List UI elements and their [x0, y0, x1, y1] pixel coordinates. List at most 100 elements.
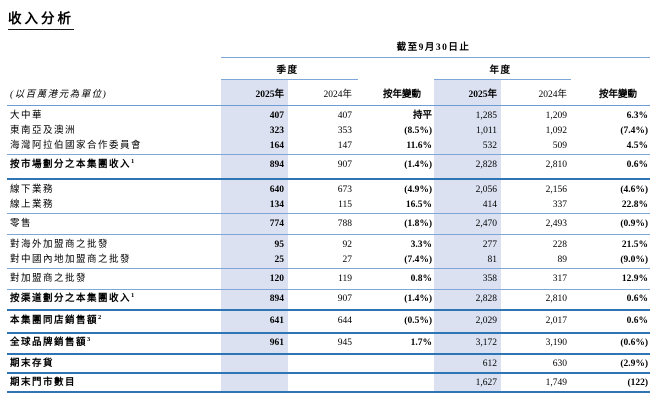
cell-year-2024: 2,493: [501, 213, 571, 235]
cell-quarter-2024: 92: [342, 240, 353, 251]
cell-year-2024: 630: [501, 354, 571, 374]
cell-year-2025: 2,828: [434, 289, 501, 311]
spacer-cell: [571, 57, 650, 79]
row-label: 全球品牌銷售額3: [7, 333, 221, 355]
cell-quarter-yoy: 16.5%: [358, 198, 434, 214]
cell-year-2025: 1,627: [434, 373, 501, 393]
cell-quarter-2025: 323: [221, 124, 288, 139]
table-row: 全球品牌銷售額3 961 945 1.7% 3,172 3,190 (0.6%): [7, 333, 650, 355]
table-row: 對加盟商之批發 120 119 0.8% 358 317 12.9%: [7, 268, 650, 290]
spacer-cell: [7, 57, 221, 79]
row-label-text: 對海外加盟商之批發: [10, 240, 110, 251]
cell-year-2025: 2,029: [434, 310, 501, 334]
row-label-text: 期末存貨: [10, 359, 55, 370]
cell-quarter-2024: 147: [288, 139, 358, 155]
row-label-text: 東南亞及澳洲: [10, 126, 77, 137]
period-header: 截至9月30日止: [221, 30, 650, 58]
cell-year-yoy: 21.5%: [621, 240, 649, 251]
row-label: 對加盟商之批發: [7, 268, 221, 290]
cell-year-yoy: (0.9%): [571, 213, 650, 235]
page-title: 收入分析: [8, 7, 74, 30]
col-header-quarter-2024: 2024年: [288, 79, 358, 106]
cell-quarter-2024: 119: [288, 268, 358, 290]
cell-year-yoy: (4.6%): [620, 185, 649, 196]
col-header-year-2025: 2025年: [434, 79, 501, 106]
row-label-text: 線上業務: [10, 199, 55, 210]
cell-quarter-yoy: (0.5%): [358, 310, 434, 334]
row-label: 對海外加盟商之批發: [7, 234, 221, 253]
row-label: 本集團同店銷售額2: [7, 310, 221, 334]
cell-quarter-yoy: 11.6%: [358, 139, 434, 155]
cell-quarter-2024: [288, 373, 358, 393]
cell-quarter-2025: 25: [221, 253, 288, 269]
revenue-analysis-table: 截至9月30日止 季度 年度 (以百萬港元為單位) 2025年 2024年 按年…: [7, 30, 650, 393]
cell-quarter-2024: 353: [337, 126, 352, 137]
spacer-cell: [358, 57, 434, 79]
row-label-text: 線下業務: [10, 185, 55, 196]
cell-year-2025: 532: [434, 139, 501, 155]
cell-year-2025: 1,011: [434, 124, 501, 139]
cell-quarter-yoy: 持平: [412, 111, 432, 122]
cell-year-2024: 2,156: [545, 185, 567, 196]
cell-quarter-yoy: 3.3%: [410, 240, 432, 251]
table-row: 期末存貨 612 630 (2.9%): [7, 354, 650, 374]
table-row: 本集團同店銷售額2 641 644 (0.5%) 2,029 2,017 0.6%: [7, 310, 650, 334]
cell-year-yoy: 12.9%: [571, 268, 650, 290]
cell-year-2024: 2,017: [501, 310, 571, 334]
row-label-text: 海灣阿拉伯國家合作委員會: [10, 140, 143, 151]
cell-year-2024: 509: [501, 139, 571, 155]
row-label: 線下業務: [7, 179, 221, 198]
cell-quarter-2025: 894: [221, 154, 288, 180]
cell-year-2024: 3,190: [501, 333, 571, 355]
cell-quarter-yoy: (8.5%): [404, 126, 432, 137]
cell-quarter-2025: 164: [221, 139, 288, 155]
cell-year-yoy: (2.9%): [571, 354, 650, 374]
row-label-text: 零售: [10, 218, 33, 229]
cell-year-2025: 2,056: [434, 179, 501, 198]
cell-quarter-2024: 907: [288, 154, 358, 180]
cell-quarter-2025: 640: [221, 179, 288, 198]
cell-year-2025: 2,470: [434, 213, 501, 235]
cell-year-2025: 1,285: [434, 105, 501, 124]
table-row: 海灣阿拉伯國家合作委員會 164 147 11.6% 532 509 4.5%: [7, 139, 650, 155]
cell-quarter-yoy: (1.4%): [358, 154, 434, 180]
cell-quarter-2025: 961: [221, 333, 288, 355]
cell-year-yoy: 0.6%: [571, 289, 650, 311]
cell-year-yoy: (7.4%): [620, 126, 649, 137]
cell-year-2024: 1,749: [501, 373, 571, 393]
cell-year-2025: 414: [434, 198, 501, 214]
cell-year-2024: 89: [501, 253, 571, 269]
row-label-text: 對加盟商之批發: [10, 273, 88, 284]
cell-quarter-2025: 774: [221, 213, 288, 235]
cell-year-2025: 3,172: [434, 333, 501, 355]
cell-year-yoy: (0.6%): [571, 333, 650, 355]
footnote-marker: 1: [131, 291, 136, 299]
cell-quarter-yoy: (7.4%): [358, 253, 434, 269]
cell-quarter-2024: 407: [337, 111, 352, 122]
cell-quarter-2024: 644: [288, 310, 358, 334]
col-header-year-yoy: 按年變動: [571, 79, 650, 106]
table-row: 對中國內地加盟商之批發 25 27 (7.4%) 81 89 (9.0%): [7, 253, 650, 269]
cell-quarter-2025: 120: [221, 268, 288, 290]
cell-year-yoy: 0.6%: [571, 154, 650, 180]
cell-quarter-2024: [288, 354, 358, 374]
row-label: 東南亞及澳洲: [7, 124, 221, 139]
cell-quarter-2024: 945: [288, 333, 358, 355]
row-label: 期末存貨: [7, 354, 221, 374]
section-header-row: 季度 年度: [7, 57, 650, 80]
cell-quarter-yoy: [358, 354, 434, 374]
row-label: 對中國內地加盟商之批發: [7, 253, 221, 269]
cell-year-2024: 337: [501, 198, 571, 214]
cell-quarter-2025: 407: [221, 105, 288, 124]
cell-quarter-2024: 27: [288, 253, 358, 269]
cell-year-2025: 358: [434, 268, 501, 290]
cell-year-2024: 317: [501, 268, 571, 290]
cell-quarter-2024: 788: [288, 213, 358, 235]
cell-year-2024: 2,810: [501, 154, 571, 180]
cell-year-2025: 81: [434, 253, 501, 269]
row-label: 按渠道劃分之本集團收入1: [7, 289, 221, 311]
cell-year-2025: 2,828: [434, 154, 501, 180]
table-row: 按渠道劃分之本集團收入1 894 907 (1.4%) 2,828 2,810 0.6%: [7, 289, 650, 311]
table-row: 線上業務 134 115 16.5% 414 337 22.8%: [7, 198, 650, 214]
spacer-cell: [7, 30, 221, 57]
